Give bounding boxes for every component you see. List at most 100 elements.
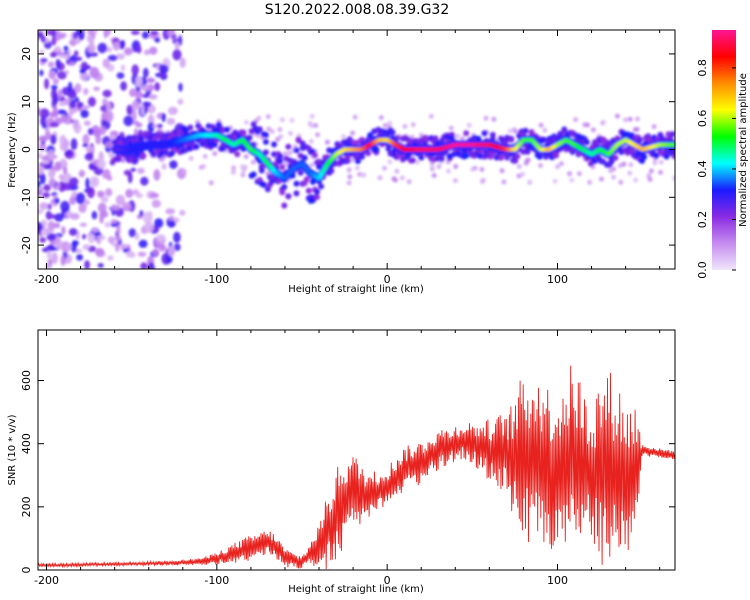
ridge-halo <box>303 176 310 183</box>
noise-blob <box>99 210 109 218</box>
noise-blob <box>453 164 459 169</box>
noise-blob <box>460 136 465 141</box>
noise-blob <box>161 163 167 170</box>
colorbar-tick-label: 0.4 <box>696 160 709 178</box>
noise-blob <box>307 121 313 126</box>
noise-blob <box>354 165 360 171</box>
noise-blob <box>352 114 358 120</box>
noise-blob <box>240 172 246 178</box>
ridge-halo <box>463 130 470 137</box>
ridge-halo <box>297 169 304 176</box>
noise-blob <box>38 209 44 215</box>
noise-blob <box>112 41 121 51</box>
noise-blob <box>149 30 159 36</box>
noise-blob <box>144 103 149 114</box>
noise-blob <box>410 122 416 128</box>
noise-blob <box>428 113 434 119</box>
ridge-halo <box>346 136 353 143</box>
noise-blob <box>621 161 627 167</box>
noise-blob <box>611 174 617 180</box>
noise-blob <box>135 192 143 199</box>
noise-blob <box>159 64 169 74</box>
noise-blob <box>507 128 513 134</box>
noise-blob <box>63 45 69 52</box>
noise-blob <box>538 122 544 128</box>
noise-blob <box>44 228 55 234</box>
noise-blob <box>147 262 155 269</box>
noise-blob <box>137 251 147 257</box>
noise-blob <box>140 176 149 186</box>
noise-blob <box>139 210 144 217</box>
noise-blob <box>614 113 620 119</box>
snr-frame <box>37 329 676 571</box>
noise-blob <box>243 119 249 125</box>
noise-blob <box>42 165 53 170</box>
noise-blob <box>172 49 182 61</box>
noise-blob <box>62 115 73 125</box>
noise-blob <box>38 165 44 176</box>
noise-blob <box>658 169 663 175</box>
noise-blob <box>38 152 44 159</box>
noise-blob <box>134 232 140 241</box>
noise-blob <box>55 58 61 69</box>
noise-blob <box>39 49 45 55</box>
noise-blob <box>115 194 126 206</box>
noise-blob <box>524 158 530 164</box>
noise-blob <box>48 70 56 80</box>
noise-blob <box>174 41 180 51</box>
noise-blob <box>125 250 135 258</box>
noise-blob <box>429 166 435 172</box>
colorbar-tick-label: 0.8 <box>696 59 709 77</box>
noise-blob <box>51 36 57 46</box>
spectrogram-y-tick-label: -20 <box>20 236 33 254</box>
noise-blob <box>68 228 78 236</box>
noise-blob <box>313 123 319 128</box>
noise-blob <box>89 176 100 188</box>
noise-blob <box>60 200 70 213</box>
noise-blob <box>120 81 127 91</box>
ridge-halo <box>115 156 122 163</box>
noise-blob <box>346 167 352 173</box>
noise-blob <box>341 134 346 140</box>
spectrogram-y-tick-label: 10 <box>20 95 33 109</box>
noise-blob <box>40 58 48 63</box>
noise-blob <box>179 57 186 69</box>
noise-blob <box>102 89 112 98</box>
noise-blob <box>47 259 53 265</box>
ridge-halo <box>240 129 247 136</box>
ridge-halo <box>663 153 670 160</box>
noise-blob <box>102 169 111 179</box>
noise-blob <box>61 226 66 235</box>
noise-blob <box>542 127 548 133</box>
noise-blob <box>392 177 398 183</box>
noise-blob <box>520 171 526 177</box>
ridge-halo <box>481 130 488 137</box>
noise-blob <box>279 117 285 123</box>
noise-blob <box>378 115 384 121</box>
ridge-halo <box>528 129 535 136</box>
noise-blob <box>466 122 472 128</box>
ridge-halo <box>309 178 316 185</box>
noise-blob <box>65 242 72 252</box>
ridge-halo <box>641 154 647 160</box>
ridge-halo <box>258 167 265 174</box>
noise-blob <box>141 31 150 39</box>
noise-blob <box>350 157 355 163</box>
noise-blob <box>627 170 633 176</box>
snr-axes: -200 -100 0 100 0 200 400 600 <box>20 330 675 587</box>
noise-blob <box>135 91 144 99</box>
noise-blob <box>167 30 176 37</box>
ridge-halo <box>299 140 306 147</box>
noise-blob <box>377 175 383 181</box>
noise-blob <box>169 220 175 228</box>
noise-blob <box>147 122 155 133</box>
noise-blob <box>39 69 44 77</box>
ridge-halo <box>262 131 269 138</box>
ridge-halo <box>271 141 278 148</box>
noise-blob <box>102 58 111 68</box>
noise-blob <box>97 202 107 213</box>
ridge-halo <box>367 132 374 139</box>
ridge-halo <box>279 189 286 196</box>
ridge-halo <box>293 180 300 187</box>
